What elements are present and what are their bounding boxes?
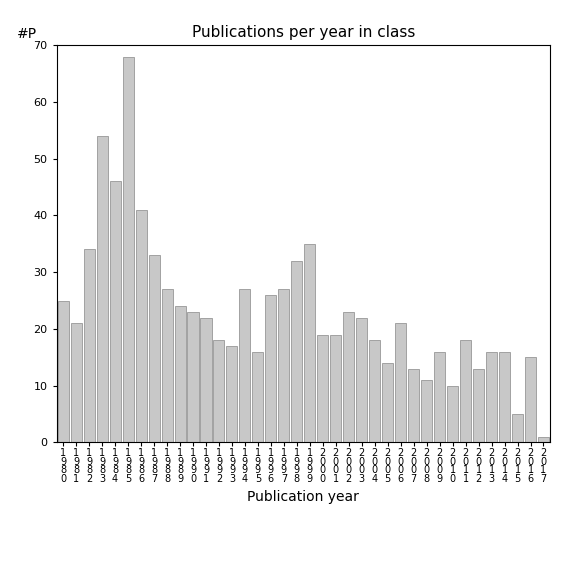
X-axis label: Publication year: Publication year	[247, 490, 359, 503]
Bar	[331, 335, 341, 442]
Bar	[252, 352, 264, 442]
Bar	[473, 369, 484, 442]
Bar	[318, 335, 328, 442]
Bar	[421, 380, 432, 442]
Bar	[395, 323, 406, 442]
Bar	[525, 357, 536, 442]
Bar	[213, 340, 225, 442]
Bar	[291, 261, 302, 442]
Bar	[343, 312, 354, 442]
Text: #P: #P	[17, 27, 37, 41]
Bar	[382, 363, 393, 442]
Bar	[538, 437, 549, 442]
Bar	[408, 369, 419, 442]
Bar	[278, 289, 289, 442]
Bar	[512, 414, 523, 442]
Bar	[84, 249, 95, 442]
Bar	[188, 312, 198, 442]
Bar	[109, 181, 121, 442]
Bar	[58, 301, 69, 442]
Bar	[434, 352, 445, 442]
Title: Publications per year in class: Publications per year in class	[192, 25, 415, 40]
Bar	[162, 289, 172, 442]
Bar	[460, 340, 471, 442]
Bar	[201, 318, 211, 442]
Bar	[175, 306, 185, 442]
Bar	[304, 244, 315, 442]
Bar	[71, 323, 82, 442]
Bar	[226, 346, 238, 442]
Bar	[369, 340, 380, 442]
Bar	[136, 210, 147, 442]
Bar	[499, 352, 510, 442]
Bar	[149, 255, 159, 442]
Bar	[96, 136, 108, 442]
Bar	[239, 289, 251, 442]
Bar	[447, 386, 458, 442]
Bar	[265, 295, 276, 442]
Bar	[122, 57, 134, 442]
Bar	[356, 318, 367, 442]
Bar	[486, 352, 497, 442]
